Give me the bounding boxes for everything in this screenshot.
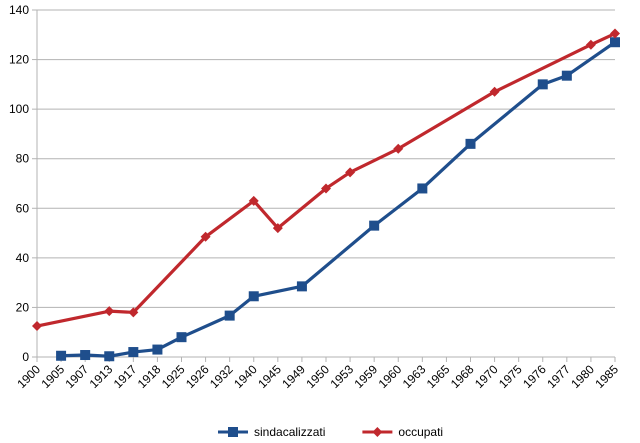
data-point-occupati-1970: [489, 86, 500, 97]
y-tick-label-100: 100: [9, 102, 29, 116]
data-point-occupati-1953: [345, 167, 356, 178]
x-tick-label-1970: 1970: [472, 362, 501, 391]
x-tick-label-1926: 1926: [183, 362, 212, 391]
y-tick-label-140: 140: [9, 3, 29, 17]
x-tick-label-1932: 1932: [207, 362, 236, 391]
data-point-sindacalizzati-1925: [176, 332, 187, 343]
x-tick-label-1953: 1953: [327, 362, 356, 391]
y-tick-label-60: 60: [16, 201, 30, 215]
y-axis-tick-labels: 0 20 40 60 80 100 120 140: [9, 3, 29, 364]
data-point-sindacalizzati-1963: [417, 183, 428, 194]
x-tick-label-1968: 1968: [448, 362, 477, 391]
x-tick-label-1960: 1960: [376, 362, 405, 391]
x-tick-label-1905: 1905: [38, 362, 67, 391]
data-point-occupati-1900: [32, 321, 42, 332]
x-tick-label-1917: 1917: [111, 362, 140, 391]
x-tick-label-1940: 1940: [231, 362, 260, 391]
data-point-sindacalizzati-1913: [104, 351, 115, 362]
data-point-sindacalizzati-1985: [610, 37, 620, 48]
data-point-occupati-1940: [248, 195, 259, 206]
legend-label-sindacalizzati: sindacalizzati: [254, 425, 325, 439]
data-point-sindacalizzati-1905: [56, 350, 67, 361]
x-tick-label-1900: 1900: [14, 362, 43, 391]
data-point-occupati-1950: [321, 183, 331, 194]
data-point-occupati-1926: [200, 231, 211, 242]
x-tick-label-1913: 1913: [87, 362, 116, 391]
x-tick-label-1950: 1950: [303, 362, 332, 391]
y-tick-label-80: 80: [16, 152, 30, 166]
x-tick-label-1965: 1965: [424, 362, 453, 391]
data-point-occupati-1945: [272, 223, 283, 234]
data-point-sindacalizzati-1977: [561, 70, 572, 81]
data-point-occupati-1960: [393, 143, 404, 154]
data-point-occupati-1985: [610, 28, 620, 39]
x-tick-label-1925: 1925: [159, 362, 188, 391]
x-tick-label-1959: 1959: [352, 362, 381, 391]
series-group: [32, 28, 620, 362]
data-point-sindacalizzati-1968: [465, 138, 476, 149]
y-tick-label-40: 40: [16, 251, 30, 265]
y-tick-label-120: 120: [9, 53, 29, 67]
x-tick-label-1980: 1980: [568, 362, 597, 391]
x-tick-label-1977: 1977: [544, 362, 573, 391]
data-point-sindacalizzati-1976: [537, 79, 548, 90]
x-tick-label-1963: 1963: [400, 362, 429, 391]
x-tick-label-1945: 1945: [255, 362, 284, 391]
x-axis-tick-labels: 1900190519071913191719181925192619321940…: [14, 362, 621, 391]
series-line-sindacalizzati: [61, 40, 616, 358]
data-point-sindacalizzati-1907: [80, 350, 91, 361]
data-point-occupati-1980: [585, 39, 596, 50]
data-point-sindacalizzati-1940: [248, 291, 259, 302]
data-point-sindacalizzati-1918: [152, 344, 163, 355]
data-point-sindacalizzati-1917: [128, 347, 139, 358]
data-point-sindacalizzati-1959: [369, 220, 380, 231]
data-point-occupati-1917: [128, 307, 139, 318]
data-point-sindacalizzati-1932: [224, 310, 235, 321]
series-line-occupati: [36, 32, 616, 328]
x-tick-label-1985: 1985: [592, 362, 621, 391]
data-point-occupati-1913: [104, 306, 115, 317]
y-tick-label-0: 0: [22, 350, 29, 364]
legend-label-occupati: occupati: [398, 425, 443, 439]
x-tick-label-1918: 1918: [135, 362, 164, 391]
legend-marker-occupati: [372, 427, 383, 437]
y-tick-label-20: 20: [16, 300, 30, 314]
x-tick-label-1976: 1976: [520, 362, 549, 391]
legend-marker-sindacalizzati: [228, 427, 238, 437]
x-tick-label-1907: 1907: [63, 362, 92, 391]
x-tick-label-1975: 1975: [496, 362, 525, 391]
x-tick-label-1949: 1949: [279, 362, 308, 391]
legend: sindacalizzati occupati: [218, 425, 443, 439]
data-point-sindacalizzati-1949: [296, 281, 307, 292]
